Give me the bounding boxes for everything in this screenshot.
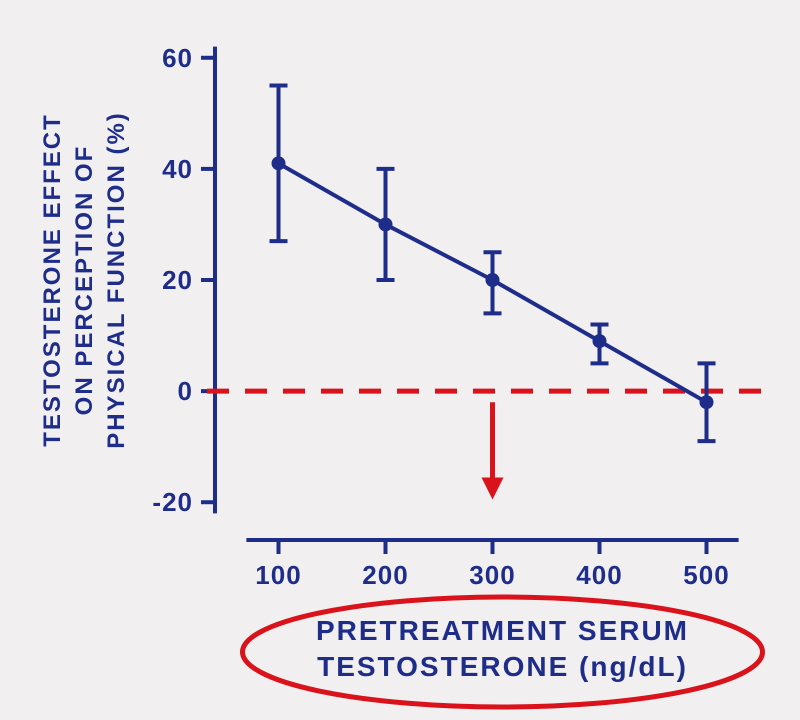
svg-text:400: 400	[576, 560, 622, 590]
svg-text:500: 500	[683, 560, 729, 590]
svg-text:300: 300	[469, 560, 515, 590]
svg-text:0: 0	[178, 376, 193, 406]
svg-text:TESTOSTERONE EFFECT: TESTOSTERONE EFFECT	[39, 113, 66, 447]
svg-text:PRETREATMENT SERUM: PRETREATMENT SERUM	[316, 615, 689, 646]
svg-text:60: 60	[162, 43, 193, 73]
svg-text:200: 200	[362, 560, 408, 590]
svg-text:TESTOSTERONE (ng/dL): TESTOSTERONE (ng/dL)	[317, 651, 688, 682]
svg-text:ON PERCEPTION OF: ON PERCEPTION OF	[71, 145, 98, 416]
chart-container: -20 0 20 40 60 100 200 300 400 500 TESTOSTERONE EF…	[0, 0, 800, 720]
svg-text:PHYSICAL FUNCTION (%): PHYSICAL FUNCTION (%)	[103, 111, 130, 449]
testosterone-chart: -20 0 20 40 60 100 200 300 400 500 TESTOSTERONE EF…	[0, 0, 800, 720]
svg-text:100: 100	[255, 560, 301, 590]
svg-text:-20: -20	[152, 487, 193, 517]
svg-text:40: 40	[162, 154, 193, 184]
svg-text:20: 20	[162, 265, 193, 295]
